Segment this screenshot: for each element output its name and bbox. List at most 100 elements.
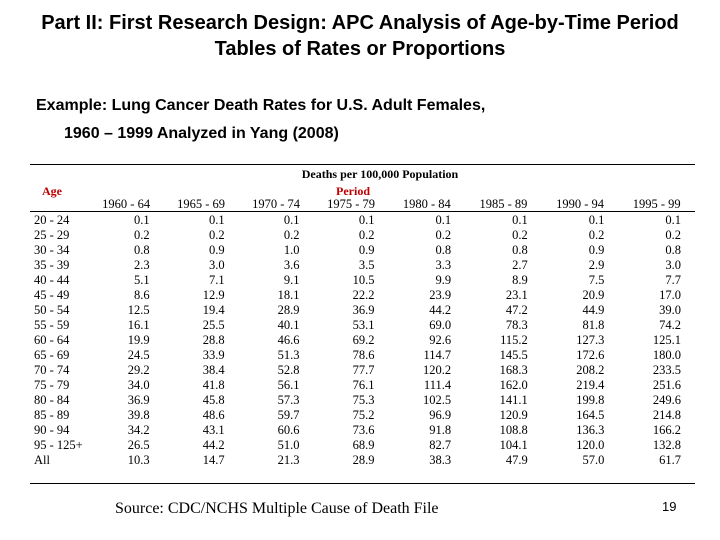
rate-cell: 214.8	[652, 408, 681, 422]
period-column-header: 1975 - 79	[327, 197, 375, 211]
table-row: 45 - 49 8.6 12.9 18.1 22.2 23.9 23.1 20.9 17.0	[30, 288, 695, 303]
rate-cell: 136.3	[576, 423, 605, 437]
rate-cell: 48.6	[202, 408, 225, 422]
table-row: 75 - 79 34.0 41.8 56.1 76.1 111.4 162.0 219.4 25…	[30, 378, 695, 393]
table-row: 50 - 54 12.5 19.4 28.9 36.9 44.2 47.2 44.9 39.0	[30, 303, 695, 318]
rate-cell: 7.1	[208, 273, 225, 287]
rate-cell: 78.6	[352, 348, 375, 362]
period-column-header: 1995 - 99	[632, 197, 681, 211]
period-column-header: 1985 - 89	[479, 197, 528, 211]
rate-cell: 39.0	[659, 303, 681, 317]
rate-cell: 75.3	[352, 393, 375, 407]
age-group-cell: 60 - 64	[34, 333, 70, 347]
rate-cell: 0.1	[435, 213, 452, 227]
age-group-cell: 90 - 94	[34, 423, 70, 437]
rate-cell: 2.7	[512, 258, 528, 272]
rate-cell: 38.3	[429, 453, 452, 467]
rate-cell: 77.7	[352, 363, 375, 377]
rate-cell: 59.7	[277, 408, 300, 422]
rate-cell: 0.2	[512, 228, 528, 242]
age-group-cell: 35 - 39	[34, 258, 70, 272]
rate-cell: 47.2	[505, 303, 528, 317]
rate-cell: 81.8	[582, 318, 605, 332]
rate-cell: 21.3	[277, 453, 300, 467]
rate-cell: 0.9	[208, 243, 225, 257]
rate-cell: 92.6	[429, 333, 452, 347]
rate-cell: 3.0	[208, 258, 225, 272]
table-row: 20 - 24 0.1 0.1 0.1 0.1 0.1 0.1 0.1 0.1	[30, 211, 695, 228]
rate-cell: 44.2	[202, 438, 225, 452]
rate-cell: 0.2	[588, 228, 605, 242]
rate-cell: 199.8	[576, 393, 605, 407]
rate-cell: 17.0	[659, 288, 681, 302]
rate-cell: 10.5	[352, 273, 375, 287]
rate-cell: 74.2	[659, 318, 681, 332]
rate-cell: 0.1	[283, 213, 300, 227]
rate-cell: 0.8	[133, 243, 150, 257]
rate-cell: 115.2	[500, 333, 528, 347]
rate-cell: 57.0	[582, 453, 605, 467]
rate-cell: 23.9	[429, 288, 452, 302]
rate-cell: 0.9	[358, 243, 375, 257]
rate-cell: 0.1	[208, 213, 225, 227]
rate-cell: 23.1	[505, 288, 528, 302]
table-row: 25 - 29 0.2 0.2 0.2 0.2 0.2 0.2 0.2 0.2	[30, 228, 695, 243]
death-rates-table: 1960 - 64 1965 - 69 1970 - 74 1975 - 79 …	[30, 198, 695, 468]
age-group-cell: 30 - 34	[34, 243, 70, 257]
rate-cell: 125.1	[652, 333, 681, 347]
table-body: 20 - 24 0.1 0.1 0.1 0.1 0.1 0.1 0.1 0.1 25 - 29 0.…	[30, 211, 695, 468]
period-column-header: 1965 - 69	[177, 197, 226, 211]
table-row: 90 - 94 34.2 43.1 60.6 73.6 91.8 108.8 136.3 166…	[30, 423, 695, 438]
rate-cell: 14.7	[202, 453, 225, 467]
rate-cell: 22.2	[352, 288, 375, 302]
period-column-header: 1960 - 64	[102, 197, 151, 211]
rate-cell: 7.7	[665, 273, 681, 287]
rate-cell: 168.3	[499, 363, 528, 377]
rate-cell: 53.1	[352, 318, 375, 332]
rate-cell: 162.0	[499, 378, 528, 392]
rate-cell: 0.2	[435, 228, 452, 242]
rate-cell: 120.0	[576, 438, 605, 452]
age-group-cell: 65 - 69	[34, 348, 70, 362]
rate-cell: 52.8	[277, 363, 300, 377]
rate-cell: 0.2	[133, 228, 150, 242]
rate-cell: 2.9	[588, 258, 605, 272]
rate-cell: 51.3	[277, 348, 300, 362]
rate-cell: 233.5	[652, 363, 681, 377]
rate-cell: 40.1	[277, 318, 300, 332]
rate-cell: 114.7	[423, 348, 452, 362]
rate-cell: 20.9	[582, 288, 605, 302]
rate-cell: 132.8	[652, 438, 681, 452]
rate-cell: 82.7	[429, 438, 452, 452]
rate-cell: 3.3	[435, 258, 452, 272]
period-column-header: 1990 - 94	[556, 197, 604, 211]
rate-cell: 0.2	[283, 228, 300, 242]
rate-cell: 9.1	[283, 273, 300, 287]
age-group-cell: 75 - 79	[34, 378, 70, 392]
rate-cell: 61.7	[659, 453, 681, 467]
rate-cell: 10.3	[127, 453, 150, 467]
rate-cell: 44.2	[429, 303, 452, 317]
rate-cell: 166.2	[652, 423, 681, 437]
rate-cell: 56.1	[277, 378, 300, 392]
rate-cell: 47.9	[505, 453, 528, 467]
rate-cell: 0.8	[512, 243, 528, 257]
rate-cell: 0.1	[512, 213, 528, 227]
rate-cell: 75.2	[352, 408, 375, 422]
rate-cell: 19.9	[127, 333, 150, 347]
period-header: Period	[336, 184, 370, 198]
source-note: Source: CDC/NCHS Multiple Cause of Death…	[115, 500, 439, 517]
rate-cell: 0.1	[358, 213, 375, 227]
rate-cell: 0.2	[358, 228, 375, 242]
rate-cell: 69.0	[429, 318, 452, 332]
rate-cell: 141.1	[499, 393, 528, 407]
rate-cell: 60.6	[277, 423, 300, 437]
age-group-cell: 95 - 125+	[34, 438, 83, 452]
rate-cell: 68.9	[352, 438, 375, 452]
rate-cell: 7.5	[588, 273, 605, 287]
rate-cell: 8.9	[512, 273, 528, 287]
rate-cell: 2.3	[133, 258, 150, 272]
table-bottom-rule	[30, 483, 695, 484]
rate-cell: 219.4	[576, 378, 605, 392]
table-header-rule	[30, 211, 695, 212]
